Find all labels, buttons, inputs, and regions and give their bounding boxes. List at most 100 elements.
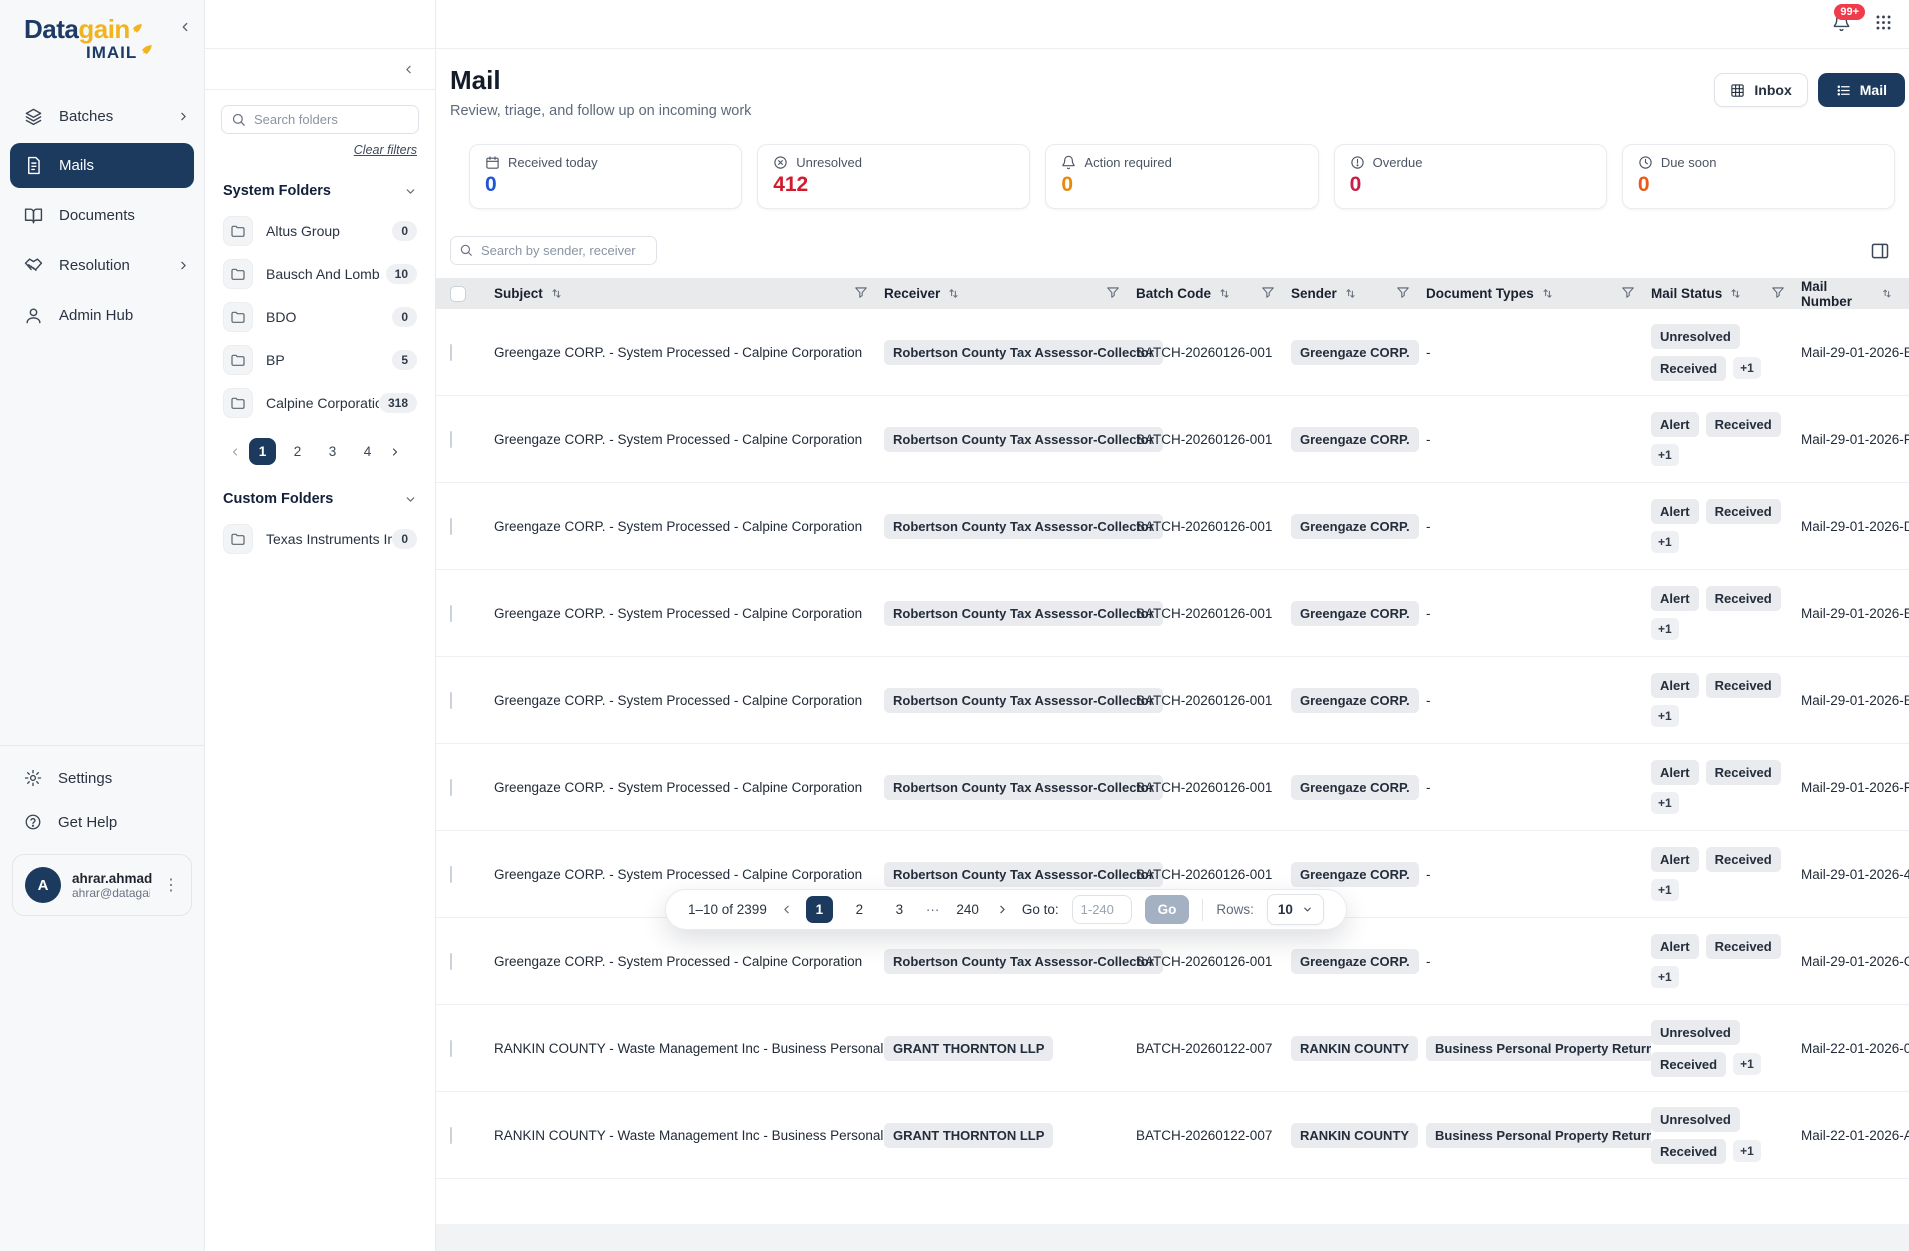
sender-badge: Greengaze CORP. (1291, 687, 1419, 713)
cell-batch-code: BATCH-20260126-001 (1136, 953, 1273, 969)
folder-item[interactable]: BP 5 (205, 338, 435, 381)
column-header-mail-number[interactable]: Mail Number (1801, 278, 1909, 309)
cell-subject: Greengaze CORP. - System Processed - Cal… (494, 866, 863, 882)
row-checkbox[interactable] (450, 952, 452, 970)
cell-mail-status: Alert Received +1 (1651, 586, 1801, 640)
column-settings-button[interactable] (1867, 238, 1893, 264)
folder-page-prev-button[interactable] (229, 446, 241, 458)
goto-page-input[interactable] (1071, 895, 1132, 924)
document-type-text: - (1426, 953, 1431, 969)
row-checkbox[interactable] (450, 1126, 452, 1144)
settings-label: Settings (58, 769, 113, 787)
apps-grid-button[interactable] (1874, 13, 1893, 37)
row-checkbox[interactable] (450, 604, 452, 622)
row-checkbox[interactable] (450, 691, 452, 709)
column-label: Receiver (884, 286, 941, 301)
table-row[interactable]: Greengaze CORP. - System Processed - Cal… (436, 570, 1909, 657)
folder-page-button[interactable]: 1 (249, 438, 276, 465)
column-header-subject[interactable]: Subject (484, 278, 884, 309)
row-checkbox[interactable] (450, 1039, 452, 1057)
column-header-receiver[interactable]: Receiver (884, 278, 1136, 309)
sidebar-item-documents[interactable]: Documents (0, 192, 204, 238)
system-folders-header[interactable]: System Folders (223, 183, 417, 199)
sidebar-item-mails[interactable]: Mails (10, 143, 194, 188)
table-row[interactable]: Greengaze CORP. - System Processed - Cal… (436, 396, 1909, 483)
row-checkbox[interactable] (450, 865, 452, 883)
sidebar-collapse-button[interactable] (178, 20, 192, 39)
cell-mail-status: Alert Received +1 (1651, 760, 1801, 814)
folder-item[interactable]: Texas Instruments Inc. 0 (205, 517, 435, 560)
sidebar-item-batches[interactable]: Batches (0, 93, 204, 139)
kebab-menu-icon[interactable]: ⋮ (163, 877, 179, 894)
cell-document-types: - (1426, 345, 1651, 360)
status-more-badge: +1 (1651, 444, 1679, 466)
page-button[interactable]: 1 (805, 896, 833, 923)
table-row[interactable]: RANKIN COUNTY - Waste Management Inc - B… (436, 1005, 1909, 1092)
folder-search-input[interactable] (221, 105, 419, 134)
row-checkbox[interactable] (450, 430, 452, 448)
folder-count-badge: 318 (378, 392, 417, 413)
row-checkbox[interactable] (450, 517, 452, 535)
folder-page-next-button[interactable] (389, 446, 401, 458)
filter-icon[interactable] (1106, 285, 1120, 302)
folder-page-button[interactable]: 3 (328, 444, 337, 459)
row-checkbox[interactable] (450, 343, 452, 361)
folder-item[interactable]: Altus Group 0 (205, 209, 435, 252)
page-button-last[interactable]: 240 (956, 902, 979, 917)
folder-item[interactable]: BDO 0 (205, 295, 435, 338)
sidebar-item-label: Mails (59, 157, 95, 174)
calendar-icon (486, 156, 499, 169)
table-row[interactable]: Greengaze CORP. - System Processed - Cal… (436, 744, 1909, 831)
custom-folders-header[interactable]: Custom Folders (223, 491, 417, 507)
sidebar-item-resolution[interactable]: Resolution (0, 242, 204, 288)
table-row[interactable]: Greengaze CORP. - System Processed - Cal… (436, 918, 1909, 1005)
status-more-badge: +1 (1651, 705, 1679, 727)
mail-button-label: Mail (1859, 82, 1887, 98)
mail-search-input[interactable] (450, 236, 657, 265)
filter-icon[interactable] (1621, 285, 1635, 302)
cell-sender: RANKIN COUNTY (1291, 1122, 1426, 1148)
table-row[interactable]: Greengaze CORP. - System Processed - Cal… (436, 657, 1909, 744)
status-more-badge: +1 (1651, 618, 1679, 640)
previous-page-button[interactable] (780, 903, 793, 916)
sidebar-item-get-help[interactable]: Get Help (0, 800, 204, 844)
next-page-button[interactable] (996, 903, 1009, 916)
folder-item[interactable]: Bausch And Lomb 10 (205, 252, 435, 295)
row-checkbox[interactable] (450, 778, 452, 796)
folder-panel-collapse-button[interactable] (402, 63, 415, 76)
column-header-batch-code[interactable]: Batch Code (1136, 278, 1291, 309)
select-all-checkbox[interactable] (450, 285, 466, 302)
stat-card-overdue: Overdue 0 (1333, 144, 1607, 209)
document-type-text: - (1426, 866, 1431, 882)
sender-badge: RANKIN COUNTY (1291, 1122, 1419, 1148)
notifications-button[interactable]: 99+ (1832, 4, 1865, 37)
status-badge: Alert (1651, 847, 1699, 872)
folder-page-button[interactable]: 2 (293, 444, 302, 459)
page-button[interactable]: 3 (895, 902, 904, 917)
cell-batch-code: BATCH-20260126-001 (1136, 779, 1273, 795)
clear-filters-link[interactable]: Clear filters (353, 143, 417, 157)
user-card[interactable]: A ahrar.ahmad ahrar@datagainservice... ⋮ (12, 854, 192, 916)
inbox-view-button[interactable]: Inbox (1714, 73, 1808, 107)
column-header-document-types[interactable]: Document Types (1426, 278, 1651, 309)
table-row[interactable]: Greengaze CORP. - System Processed - Cal… (436, 483, 1909, 570)
go-button[interactable]: Go (1144, 895, 1190, 924)
filter-icon[interactable] (1771, 285, 1785, 302)
rows-per-page-select[interactable]: 10 (1266, 894, 1324, 925)
table-row[interactable]: Greengaze CORP. - System Processed - Cal… (436, 309, 1909, 396)
table-row[interactable]: RANKIN COUNTY - Waste Management Inc - B… (436, 1092, 1909, 1179)
sender-badge: Greengaze CORP. (1291, 774, 1419, 800)
sidebar-item-admin-hub[interactable]: Admin Hub (0, 292, 204, 338)
column-header-sender[interactable]: Sender (1291, 278, 1426, 309)
mail-view-button[interactable]: Mail (1817, 73, 1905, 107)
page-button[interactable]: 2 (855, 902, 864, 917)
sidebar-item-settings[interactable]: Settings (0, 756, 204, 800)
document-type-text: - (1426, 692, 1431, 708)
column-header-mail-status[interactable]: Mail Status (1651, 278, 1801, 309)
filter-icon[interactable] (1261, 285, 1275, 302)
folder-page-button[interactable]: 4 (363, 444, 372, 459)
folder-item[interactable]: Calpine Corporation 318 (205, 381, 435, 424)
filter-icon[interactable] (1396, 285, 1410, 302)
filter-icon[interactable] (854, 285, 868, 302)
